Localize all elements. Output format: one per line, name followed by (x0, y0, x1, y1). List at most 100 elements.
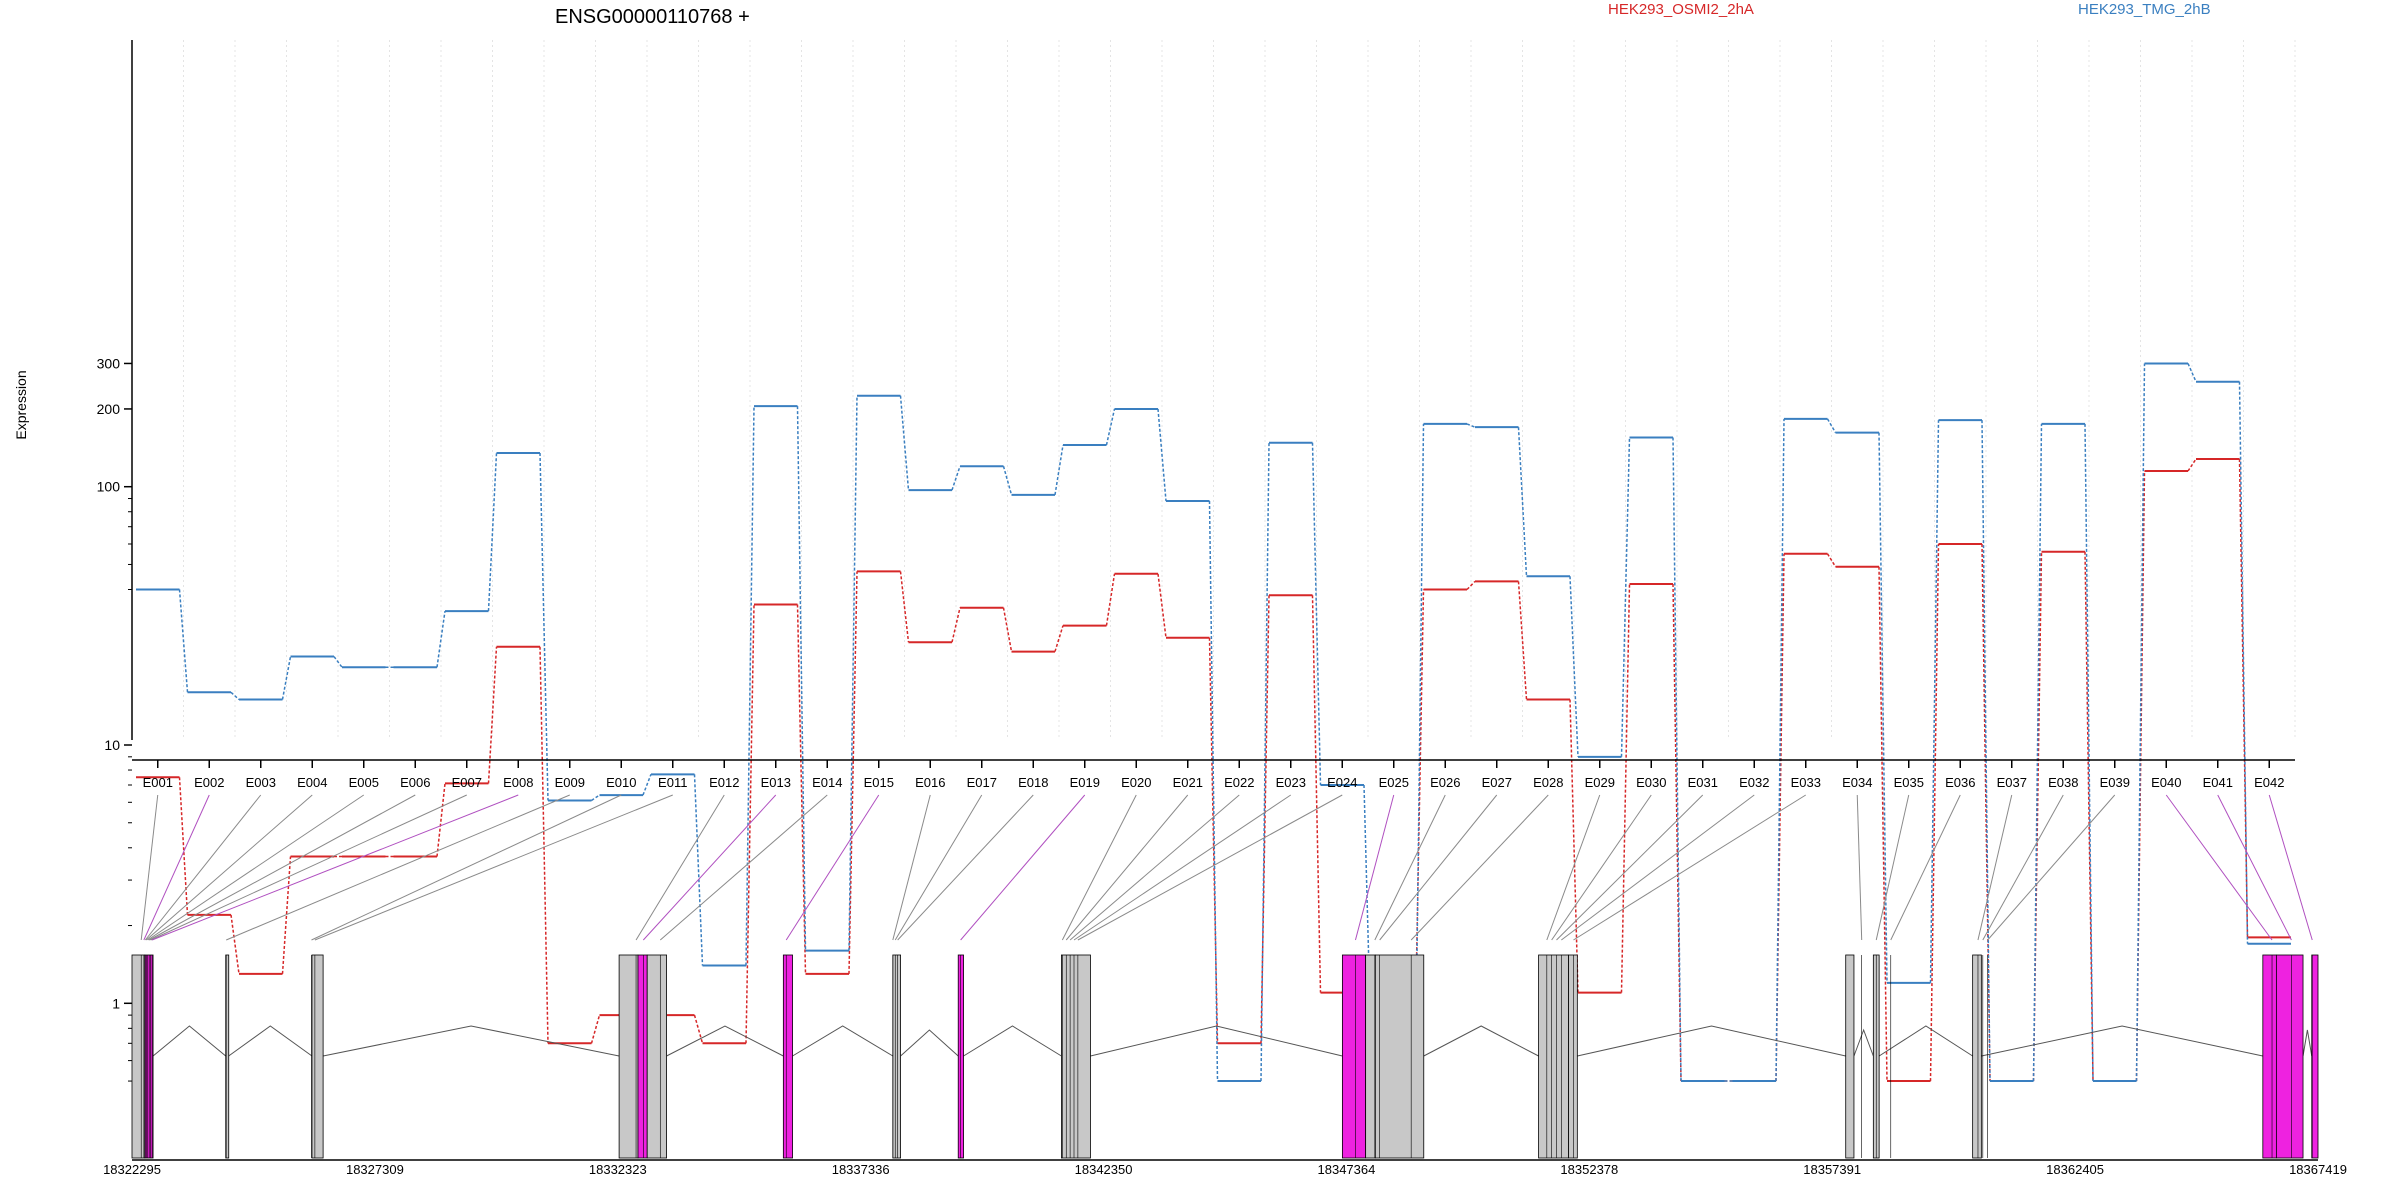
intron-line (1090, 1025, 1343, 1057)
exon-label: E032 (1739, 775, 1769, 790)
exon-connector (2217, 794, 2292, 941)
exon-label: E038 (2048, 775, 2078, 790)
series-connector (1672, 584, 1682, 1082)
series-connector (1620, 584, 1631, 993)
series-connector (1826, 418, 1837, 433)
exon-connector (1379, 794, 1498, 941)
exon-connector (1546, 794, 1601, 941)
series-connector (1002, 607, 1013, 652)
series-connector (1620, 437, 1631, 757)
intron-line (152, 1025, 227, 1057)
exon-label: E035 (1894, 775, 1924, 790)
genomic-coordinate-label: 18367419 (2289, 1162, 2347, 1177)
intron-line (792, 1025, 894, 1057)
exon-label: E003 (246, 775, 276, 790)
intron-line (666, 1025, 784, 1057)
intron-line (228, 1025, 313, 1057)
gene-model: 18322295 18327309 18332323 18337336 18342350… (103, 954, 2347, 1177)
exon-connector (1875, 794, 1910, 941)
series-connector (178, 777, 189, 915)
series-connector (1208, 501, 1219, 1082)
series-connector (591, 794, 600, 802)
genomic-coordinate-label: 18342350 (1075, 1162, 1133, 1177)
exon-label: E040 (2151, 775, 2181, 790)
exon-label: E005 (349, 775, 379, 790)
series-connector (2238, 381, 2249, 944)
intron-line (2302, 1029, 2313, 1057)
exon-label: E017 (967, 775, 997, 790)
exon-connector (1410, 794, 1549, 941)
series-connector (745, 604, 755, 1044)
y-axis-label: Expression (13, 370, 29, 439)
exon-block (1061, 954, 1091, 1159)
exon-label: E031 (1688, 775, 1718, 790)
exon-connector (1977, 794, 2013, 941)
exon-connector (1987, 794, 2116, 941)
intron-line (323, 1025, 620, 1057)
intron-line (900, 1029, 959, 1057)
series-connector (1569, 699, 1579, 993)
series-connector (899, 395, 910, 491)
exon-connector (1561, 794, 1755, 941)
intron-line (1577, 1025, 1846, 1057)
series-connector (1157, 573, 1167, 638)
exon-label: E001 (143, 775, 173, 790)
exon-block (311, 954, 324, 1159)
intron-line (1853, 1028, 1874, 1057)
exon-connector (151, 794, 519, 941)
exon-block-highlighted (782, 954, 793, 1159)
series-connector (1466, 580, 1476, 591)
exon-label: E033 (1791, 775, 1821, 790)
series-connector (1414, 589, 1425, 1016)
legend-item: HEK293_TMG_2hB (2078, 1, 2211, 18)
exon-label: E029 (1585, 775, 1615, 790)
exon-connector (143, 794, 210, 941)
genomic-coordinate-label: 18327309 (346, 1162, 404, 1177)
series-connector (487, 452, 498, 612)
exon-label: E006 (400, 775, 430, 790)
exon-connector (2268, 794, 2313, 941)
series-connector (693, 774, 704, 966)
exon-connector (147, 794, 365, 941)
exon-connector (785, 794, 880, 941)
exon-label: E019 (1070, 775, 1100, 790)
exon-label: E014 (812, 775, 842, 790)
series-connector (642, 774, 652, 796)
exon-block (1568, 954, 1578, 1159)
exon-connector (1069, 794, 1240, 941)
series-HEK293_TMG_2hB (136, 362, 2291, 1083)
series-connector (1414, 423, 1425, 1082)
exon-axis: E001 E002 E003 E004 E005 E006 E007 E008 E009 E010… (132, 759, 2295, 790)
exon-label: E036 (1945, 775, 1975, 790)
exon-block-highlighted (1341, 954, 1367, 1159)
genomic-coordinate-label: 18337336 (832, 1162, 890, 1177)
series-connector (2187, 363, 2197, 382)
exon-label: E012 (709, 775, 739, 790)
exon-label: E018 (1018, 775, 1048, 790)
exon-label: E039 (2100, 775, 2130, 790)
intron-line (1423, 1025, 1539, 1057)
chart-title: ENSG00000110768 + (555, 6, 750, 28)
series-connector (1775, 553, 1785, 1082)
exon-block (1365, 954, 1376, 1159)
series-connector (1878, 432, 1888, 983)
exon-connector (144, 794, 262, 941)
series-connector (848, 395, 858, 951)
intron-line (1981, 1025, 2263, 1057)
y-tick-label: 100 (97, 479, 121, 495)
series-connector (2084, 551, 2094, 1082)
exon-connector (1354, 794, 1395, 941)
series-lines (136, 362, 2291, 1083)
exon-block-highlighted (637, 954, 648, 1159)
exon-connector (635, 794, 725, 941)
series-connector (1157, 408, 1167, 502)
exon-label: E004 (297, 775, 327, 790)
series-connector (1929, 420, 1940, 983)
exon-connector (1073, 794, 1292, 941)
exon-block-highlighted (2262, 954, 2277, 1159)
series-connector (436, 783, 446, 857)
series-connector (333, 656, 343, 668)
exon-block (618, 954, 639, 1159)
exon-label: E022 (1224, 775, 1254, 790)
